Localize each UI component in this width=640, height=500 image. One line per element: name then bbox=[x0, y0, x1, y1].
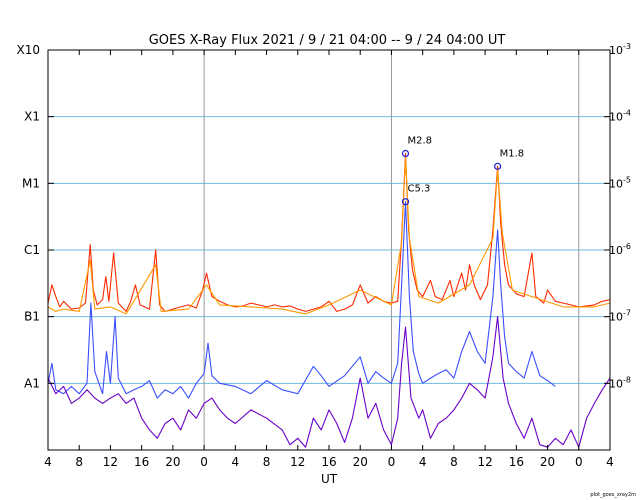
flare-label-0: M2.8 bbox=[407, 136, 432, 147]
x-tick-label-17: 0 bbox=[575, 455, 583, 469]
x-tick-label-1: 8 bbox=[75, 455, 83, 469]
y-right-label-2: 10-5 bbox=[609, 175, 631, 190]
flare-label-1: C5.3 bbox=[407, 184, 430, 195]
y-axis-left-labels: X10 X1 M1 C1 B1 A1 bbox=[17, 43, 54, 390]
x-tick-label-16: 20 bbox=[540, 455, 555, 469]
series-group bbox=[47, 152, 611, 448]
grid-lines bbox=[48, 50, 610, 450]
x-tick-label-2: 12 bbox=[103, 455, 118, 469]
flare-annotations: M2.8 C5.3 M1.8 bbox=[401, 136, 525, 206]
series-line-2 bbox=[47, 201, 556, 399]
y-right-label-3: 10-6 bbox=[609, 242, 631, 257]
y-left-label-4: B1 bbox=[24, 310, 40, 324]
x-tick-label-15: 16 bbox=[509, 455, 524, 469]
x-axis-ticks: 4 8 12 16 20 0 4 8 12 16 20 0 4 8 12 16 20 0 4 bbox=[44, 50, 614, 469]
flare-marker-1 bbox=[401, 198, 410, 206]
x-tick-label-12: 4 bbox=[419, 455, 427, 469]
x-tick-label-11: 0 bbox=[388, 455, 396, 469]
y-left-label-2: M1 bbox=[22, 176, 40, 190]
y-left-label-3: C1 bbox=[24, 243, 40, 257]
x-tick-label-4: 20 bbox=[165, 455, 180, 469]
x-tick-label-3: 16 bbox=[134, 455, 149, 469]
x-tick-label-5: 0 bbox=[200, 455, 208, 469]
x-tick-label-13: 8 bbox=[450, 455, 458, 469]
x-tick-label-10: 20 bbox=[353, 455, 368, 469]
y-left-label-1: X1 bbox=[24, 110, 40, 124]
x-tick-label-8: 12 bbox=[290, 455, 305, 469]
x-tick-label-14: 12 bbox=[477, 455, 492, 469]
y-right-label-0: 10-3 bbox=[609, 42, 631, 57]
chart-title: GOES X-Ray Flux 2021 / 9 / 21 04:00 -- 9… bbox=[149, 33, 506, 48]
y-right-label-1: 10-4 bbox=[609, 109, 631, 124]
y-axis-right-labels: 10-3 10-4 10-5 10-6 10-7 10-8 bbox=[604, 42, 631, 390]
y-right-label-5: 10-8 bbox=[609, 375, 631, 390]
y-left-label-0: X10 bbox=[17, 43, 41, 57]
series-line-3 bbox=[47, 316, 611, 448]
footer-label: plot_goes_xray2m bbox=[590, 492, 636, 498]
x-tick-label-18: 4 bbox=[606, 455, 614, 469]
x-tick-label-0: 4 bbox=[44, 455, 52, 469]
x-tick-label-9: 16 bbox=[321, 455, 336, 469]
x-tick-label-7: 8 bbox=[263, 455, 271, 469]
flare-marker-2 bbox=[494, 162, 502, 170]
x-tick-label-6: 4 bbox=[232, 455, 240, 469]
flare-marker-0 bbox=[401, 149, 410, 158]
y-left-label-5: A1 bbox=[24, 376, 40, 390]
series-line-0 bbox=[47, 152, 611, 312]
x-axis-label: UT bbox=[321, 472, 338, 486]
flare-label-2: M1.8 bbox=[500, 148, 525, 159]
series-line-1 bbox=[47, 156, 611, 315]
y-right-label-4: 10-7 bbox=[609, 309, 631, 324]
